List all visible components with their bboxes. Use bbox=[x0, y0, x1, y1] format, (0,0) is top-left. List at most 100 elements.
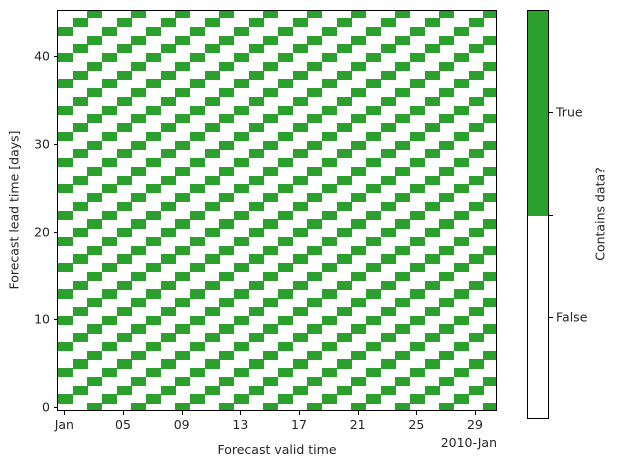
heatmap-cell bbox=[160, 18, 176, 28]
heatmap-cell bbox=[219, 193, 235, 203]
heatmap-cell bbox=[351, 298, 367, 308]
heatmap-cell bbox=[160, 175, 176, 185]
heatmap-cell bbox=[424, 175, 440, 185]
heatmap-cell bbox=[190, 184, 206, 194]
x-tick-label: 17 bbox=[291, 417, 307, 432]
heatmap-cell bbox=[395, 166, 411, 176]
heatmap-cell bbox=[351, 245, 367, 255]
y-tick-label: 30 bbox=[34, 136, 50, 152]
heatmap-cell bbox=[483, 324, 496, 334]
heatmap-cell bbox=[424, 228, 440, 238]
heatmap-cell bbox=[58, 271, 59, 282]
heatmap-cell bbox=[58, 166, 59, 176]
heatmap-cell bbox=[322, 394, 338, 404]
heatmap-cell bbox=[116, 96, 132, 106]
heatmap-cell bbox=[307, 140, 323, 150]
heatmap-cell bbox=[366, 79, 382, 89]
heatmap-cell bbox=[248, 254, 264, 264]
heatmap-cell bbox=[322, 158, 338, 168]
heatmap-cell bbox=[146, 263, 162, 273]
heatmap-cell bbox=[351, 11, 367, 19]
heatmap-cell bbox=[204, 18, 220, 28]
heatmap-cell bbox=[307, 376, 323, 387]
heatmap-cell bbox=[351, 219, 367, 229]
heatmap-cell bbox=[468, 44, 484, 54]
heatmap-cell bbox=[366, 368, 382, 378]
heatmap-cell bbox=[234, 105, 250, 115]
heatmap-cell bbox=[190, 315, 206, 325]
heatmap-cell bbox=[219, 114, 235, 124]
heatmap-cell bbox=[336, 306, 352, 317]
heatmap-cell bbox=[278, 368, 294, 378]
heatmap-cell bbox=[248, 280, 264, 290]
heatmap-cell bbox=[72, 96, 88, 106]
heatmap-cell bbox=[483, 298, 496, 308]
heatmap-cell bbox=[263, 11, 279, 19]
heatmap-cell bbox=[219, 166, 235, 176]
heatmap-cell bbox=[263, 166, 279, 176]
heatmap-cell bbox=[175, 114, 191, 124]
heatmap-cell bbox=[424, 333, 440, 343]
heatmap-cell bbox=[131, 88, 147, 98]
heatmap-cell bbox=[175, 376, 191, 387]
heatmap-cell bbox=[380, 96, 396, 106]
heatmap-cell bbox=[116, 306, 132, 317]
x-tick-label: 09 bbox=[173, 417, 190, 432]
heatmap-cell bbox=[190, 236, 206, 247]
heatmap-cell bbox=[366, 158, 382, 168]
heatmap-cell bbox=[439, 166, 455, 176]
heatmap-cell bbox=[380, 228, 396, 238]
heatmap-cell bbox=[336, 18, 352, 28]
heatmap-cell bbox=[439, 350, 455, 360]
y-axis-label: Forecast lead time [days] bbox=[6, 130, 22, 290]
heatmap-cell bbox=[336, 254, 352, 264]
heatmap-cell bbox=[351, 140, 367, 150]
heatmap-cell bbox=[204, 359, 220, 369]
heatmap-cell bbox=[219, 403, 235, 410]
heatmap-cell bbox=[175, 219, 191, 229]
heatmap-cell bbox=[234, 26, 250, 36]
heatmap-cell bbox=[278, 184, 294, 194]
heatmap-cell bbox=[278, 236, 294, 247]
heatmap-cell bbox=[292, 70, 308, 80]
heatmap-cell bbox=[483, 140, 496, 150]
heatmap-cell bbox=[219, 271, 235, 282]
heatmap-cell bbox=[410, 394, 426, 404]
heatmap-cell bbox=[116, 280, 132, 290]
heatmap-cell bbox=[380, 18, 396, 28]
y-tick-mark bbox=[53, 56, 57, 58]
heatmap-cell bbox=[160, 96, 176, 106]
heatmap-cell bbox=[454, 315, 470, 325]
heatmap-cell bbox=[72, 359, 88, 369]
heatmap-cell bbox=[380, 201, 396, 211]
heatmap-cell bbox=[410, 79, 426, 89]
heatmap-cell bbox=[439, 376, 455, 387]
x-tick-mark bbox=[416, 411, 418, 415]
heatmap-cell bbox=[146, 79, 162, 89]
x-axis-label: Forecast valid time bbox=[217, 442, 337, 457]
heatmap-cell bbox=[263, 35, 279, 45]
x-tick-mark bbox=[123, 411, 125, 415]
heatmap-cell bbox=[58, 315, 74, 325]
heatmap-cell bbox=[468, 228, 484, 238]
heatmap-cell bbox=[175, 193, 191, 203]
x-tick-label: Jan bbox=[54, 417, 74, 432]
heatmap-cell bbox=[439, 298, 455, 308]
heatmap-cell bbox=[204, 228, 220, 238]
heatmap-cell bbox=[424, 123, 440, 133]
heatmap-cell bbox=[204, 306, 220, 317]
heatmap-cell bbox=[395, 271, 411, 282]
heatmap-cell bbox=[278, 263, 294, 273]
heatmap-cell bbox=[146, 131, 162, 141]
heatmap-cell bbox=[380, 123, 396, 133]
heatmap-cell bbox=[380, 385, 396, 395]
heatmap-cell bbox=[439, 114, 455, 124]
heatmap-cell bbox=[87, 166, 103, 176]
heatmap-cell bbox=[483, 193, 496, 203]
heatmap-cell bbox=[219, 140, 235, 150]
heatmap-cell bbox=[190, 79, 206, 89]
heatmap-cell bbox=[116, 18, 132, 28]
heatmap-cell bbox=[483, 403, 496, 410]
heatmap-cell bbox=[322, 263, 338, 273]
heatmap-cell bbox=[102, 341, 118, 352]
